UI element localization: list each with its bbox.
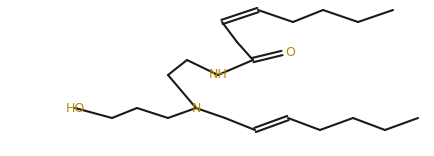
- Text: O: O: [284, 46, 294, 59]
- Text: HO: HO: [65, 102, 85, 115]
- Text: N: N: [191, 102, 200, 115]
- Text: NH: NH: [208, 68, 227, 81]
